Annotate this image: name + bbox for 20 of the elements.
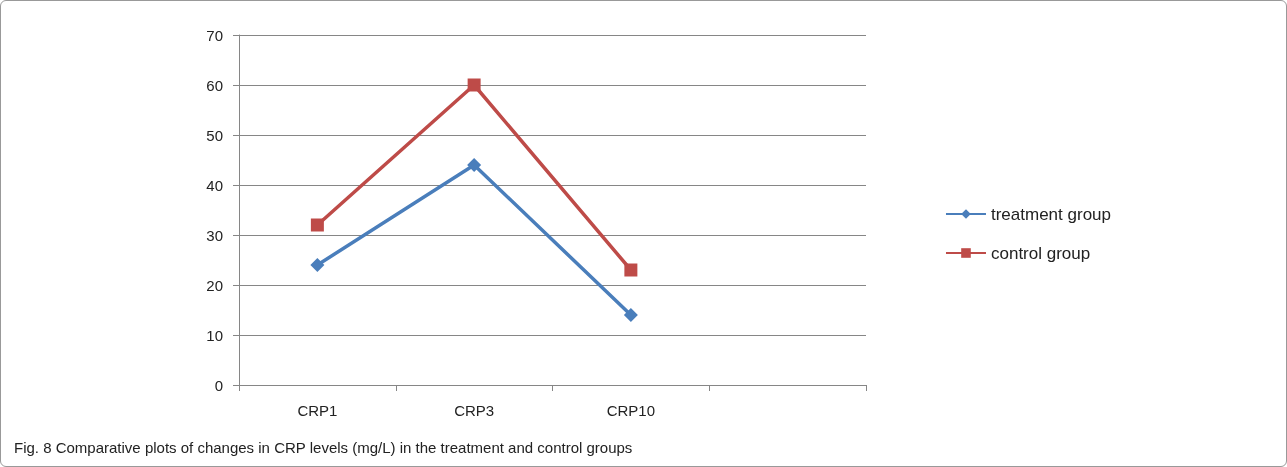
x-tick-label: CRP3 xyxy=(454,402,495,419)
y-tick-label: 20 xyxy=(206,276,223,294)
x-tick-label: CRP10 xyxy=(606,402,656,419)
x-tick-label: CRP1 xyxy=(297,402,338,419)
point xyxy=(310,258,325,272)
text: Fig. 8 Comparative plots of changes in CRP levels (mg/L) in the treatment and control groups xyxy=(14,439,633,456)
legend-label: treatment group xyxy=(990,204,1111,224)
point xyxy=(467,158,482,172)
y-tick-label: 60 xyxy=(206,76,223,94)
y-tick-label: 50 xyxy=(206,126,223,144)
point xyxy=(310,218,324,232)
y-tick-label: 10 xyxy=(206,326,223,344)
y-tick-label: 30 xyxy=(206,226,223,244)
point xyxy=(467,78,481,92)
point xyxy=(624,263,638,277)
y-tick-label: 40 xyxy=(206,176,223,194)
y-tick-label: 70 xyxy=(206,26,223,44)
y-tick-label: 0 xyxy=(214,376,223,394)
point xyxy=(623,308,638,322)
legend-label: control group xyxy=(990,243,1091,263)
